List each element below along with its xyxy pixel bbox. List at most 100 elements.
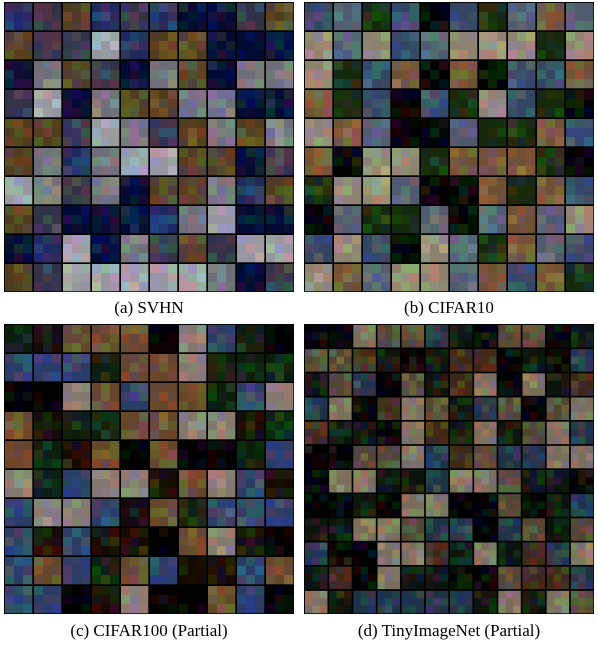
pixel-patch <box>385 574 393 582</box>
pixel-patch <box>14 499 23 508</box>
pixel-patch <box>255 99 264 108</box>
pixel-patch <box>305 50 314 59</box>
pixel-patch <box>392 340 400 348</box>
image-tile <box>402 494 424 516</box>
pixel-patch <box>439 177 448 186</box>
pixel-patch <box>385 332 393 340</box>
pixel-patch <box>498 598 506 606</box>
pixel-patch <box>188 12 197 21</box>
pixel-patch <box>121 450 130 459</box>
pixel-patch <box>513 598 521 606</box>
pixel-patch <box>450 340 458 348</box>
pixel-patch <box>246 235 255 244</box>
pixel-patch <box>457 412 465 420</box>
pixel-patch <box>168 470 177 479</box>
pixel-patch <box>329 494 337 502</box>
pixel-patch <box>284 99 293 108</box>
pixel-patch <box>546 3 555 12</box>
pixel-patch <box>409 364 417 372</box>
pixel-patch <box>139 430 148 439</box>
pixel-patch <box>121 383 130 392</box>
pixel-patch <box>92 604 101 613</box>
pixel-patch <box>14 604 23 613</box>
image-tile <box>92 61 119 88</box>
pixel-patch <box>314 186 323 195</box>
pixel-patch <box>474 557 482 565</box>
pixel-patch <box>497 137 506 146</box>
pixel-patch <box>561 557 569 565</box>
pixel-patch <box>584 21 593 30</box>
pixel-patch <box>188 354 197 363</box>
pixel-patch <box>566 79 575 88</box>
pixel-patch <box>5 528 14 537</box>
pixel-patch <box>208 537 217 546</box>
pixel-patch <box>237 595 246 604</box>
image-tile <box>121 499 148 526</box>
pixel-patch <box>5 325 14 334</box>
pixel-patch <box>52 604 61 613</box>
pixel-patch <box>179 177 188 186</box>
pixel-patch <box>530 422 538 430</box>
pixel-patch <box>586 533 594 541</box>
pixel-patch <box>266 21 275 30</box>
pixel-patch <box>343 12 352 21</box>
pixel-patch <box>43 450 52 459</box>
pixel-patch <box>416 591 424 599</box>
pixel-patch <box>479 61 488 70</box>
pixel-patch <box>63 157 72 166</box>
image-tile <box>474 422 496 444</box>
pixel-patch <box>402 381 410 389</box>
pixel-patch <box>337 543 345 551</box>
pixel-patch <box>517 264 526 273</box>
pixel-patch <box>226 334 235 343</box>
pixel-patch <box>266 206 275 215</box>
pixel-patch <box>110 604 119 613</box>
pixel-patch <box>561 364 569 372</box>
pixel-patch <box>372 224 381 233</box>
pixel-patch <box>179 21 188 30</box>
pixel-patch <box>450 373 458 381</box>
pixel-patch <box>179 79 188 88</box>
pixel-patch <box>72 441 81 450</box>
pixel-patch <box>353 502 361 510</box>
pixel-patch <box>81 166 90 175</box>
pixel-patch <box>479 50 488 59</box>
pixel-patch <box>266 282 275 291</box>
pixel-patch <box>575 90 584 99</box>
pixel-patch <box>416 574 424 582</box>
pixel-patch <box>433 509 441 517</box>
pixel-patch <box>92 119 101 128</box>
pixel-patch <box>5 128 14 137</box>
pixel-patch <box>459 148 468 157</box>
pixel-patch <box>314 235 323 244</box>
pixel-patch <box>121 253 130 262</box>
pixel-patch <box>430 128 439 137</box>
pixel-patch <box>188 119 197 128</box>
pixel-patch <box>482 574 490 582</box>
pixel-patch <box>121 264 130 273</box>
pixel-patch <box>43 166 52 175</box>
pixel-patch <box>439 50 448 59</box>
pixel-patch <box>121 441 130 450</box>
pixel-patch <box>555 206 564 215</box>
pixel-patch <box>465 533 473 541</box>
pixel-patch <box>150 186 159 195</box>
pixel-patch <box>578 340 586 348</box>
pixel-patch <box>284 273 293 282</box>
pixel-patch <box>121 354 130 363</box>
pixel-patch <box>305 148 314 157</box>
pixel-patch <box>34 206 43 215</box>
pixel-patch <box>23 215 32 224</box>
pixel-patch <box>459 273 468 282</box>
pixel-patch <box>52 421 61 430</box>
pixel-patch <box>159 108 168 117</box>
pixel-patch <box>188 604 197 613</box>
pixel-patch <box>34 459 43 468</box>
pixel-patch <box>465 477 473 485</box>
pixel-patch <box>63 470 72 479</box>
pixel-patch <box>439 137 448 146</box>
pixel-patch <box>188 566 197 575</box>
pixel-patch <box>482 526 490 534</box>
pixel-patch <box>498 453 506 461</box>
pixel-patch <box>343 148 352 157</box>
